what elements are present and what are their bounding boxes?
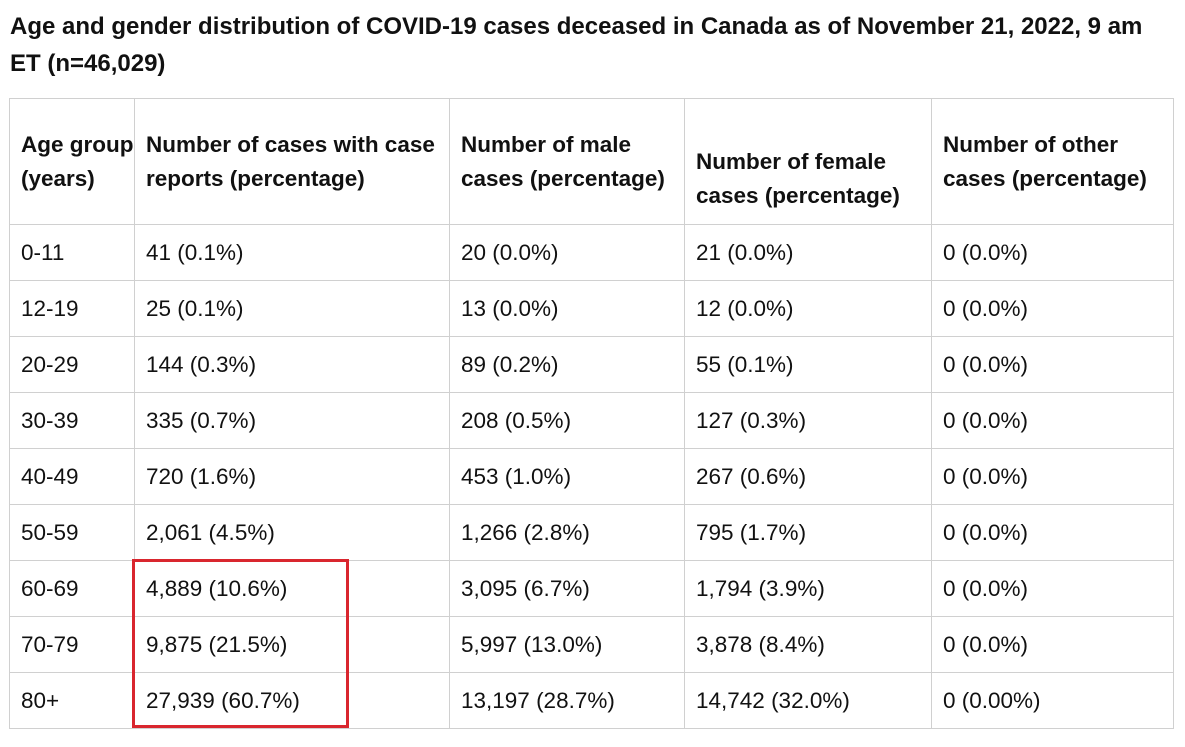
cell-male-cases: 453 (1.0%) — [449, 448, 685, 505]
header-age-group: Age group (years) — [9, 98, 135, 225]
cell-other-cases: 0 (0.0%) — [931, 392, 1174, 449]
cell-total-cases: 720 (1.6%) — [134, 448, 450, 505]
cell-age-group: 20-29 — [9, 336, 135, 393]
cell-total-cases: 4,889 (10.6%) — [134, 560, 450, 617]
header-other-cases: Number of other cases (percentage) — [931, 98, 1174, 225]
cell-female-cases: 795 (1.7%) — [684, 504, 932, 561]
cell-other-cases: 0 (0.0%) — [931, 336, 1174, 393]
cell-male-cases: 3,095 (6.7%) — [449, 560, 685, 617]
cell-age-group: 30-39 — [9, 392, 135, 449]
cell-female-cases: 14,742 (32.0%) — [684, 672, 932, 729]
cell-other-cases: 0 (0.00%) — [931, 672, 1174, 729]
cell-total-cases: 144 (0.3%) — [134, 336, 450, 393]
cell-other-cases: 0 (0.0%) — [931, 504, 1174, 561]
cell-age-group: 70-79 — [9, 616, 135, 673]
table-row: 50-59 2,061 (4.5%) 1,266 (2.8%) 795 (1.7… — [9, 504, 1174, 561]
table-row: 80+ 27,939 (60.7%) 13,197 (28.7%) 14,742… — [9, 672, 1174, 729]
table-row: 70-79 9,875 (21.5%) 5,997 (13.0%) 3,878 … — [9, 616, 1174, 673]
cell-age-group: 0-11 — [9, 224, 135, 281]
cell-age-group: 60-69 — [9, 560, 135, 617]
cell-female-cases: 267 (0.6%) — [684, 448, 932, 505]
cell-female-cases: 12 (0.0%) — [684, 280, 932, 337]
cell-total-cases: 41 (0.1%) — [134, 224, 450, 281]
cell-total-cases: 2,061 (4.5%) — [134, 504, 450, 561]
page-title: Age and gender distribution of COVID-19 … — [10, 13, 1143, 77]
cell-male-cases: 89 (0.2%) — [449, 336, 685, 393]
cell-other-cases: 0 (0.0%) — [931, 280, 1174, 337]
cell-total-cases: 9,875 (21.5%) — [134, 616, 450, 673]
table-row: 40-49 720 (1.6%) 453 (1.0%) 267 (0.6%) 0… — [9, 448, 1174, 505]
header-male-cases: Number of male cases (percentage) — [449, 98, 685, 225]
cell-male-cases: 208 (0.5%) — [449, 392, 685, 449]
cell-age-group: 50-59 — [9, 504, 135, 561]
cell-other-cases: 0 (0.0%) — [931, 616, 1174, 673]
cell-female-cases: 3,878 (8.4%) — [684, 616, 932, 673]
cell-other-cases: 0 (0.0%) — [931, 448, 1174, 505]
cell-male-cases: 5,997 (13.0%) — [449, 616, 685, 673]
cell-total-cases: 335 (0.7%) — [134, 392, 450, 449]
cell-female-cases: 127 (0.3%) — [684, 392, 932, 449]
cell-age-group: 80+ — [9, 672, 135, 729]
cell-total-cases: 25 (0.1%) — [134, 280, 450, 337]
cell-total-cases: 27,939 (60.7%) — [134, 672, 450, 729]
cell-male-cases: 1,266 (2.8%) — [449, 504, 685, 561]
cell-male-cases: 13 (0.0%) — [449, 280, 685, 337]
cell-male-cases: 20 (0.0%) — [449, 224, 685, 281]
cell-female-cases: 55 (0.1%) — [684, 336, 932, 393]
cell-female-cases: 1,794 (3.9%) — [684, 560, 932, 617]
table-row: 0-11 41 (0.1%) 20 (0.0%) 21 (0.0%) 0 (0.… — [9, 224, 1174, 281]
table-header-row: Age group (years) Number of cases with c… — [9, 98, 1174, 225]
cell-other-cases: 0 (0.0%) — [931, 560, 1174, 617]
header-total-cases: Number of cases with case reports (perce… — [134, 98, 450, 225]
cell-female-cases: 21 (0.0%) — [684, 224, 932, 281]
table-row: 60-69 4,889 (10.6%) 3,095 (6.7%) 1,794 (… — [9, 560, 1174, 617]
table-row: 20-29 144 (0.3%) 89 (0.2%) 55 (0.1%) 0 (… — [9, 336, 1174, 393]
cell-other-cases: 0 (0.0%) — [931, 224, 1174, 281]
cell-age-group: 12-19 — [9, 280, 135, 337]
cell-age-group: 40-49 — [9, 448, 135, 505]
header-female-cases: Number of female cases (percentage) — [684, 98, 932, 225]
data-table: Age group (years) Number of cases with c… — [9, 98, 1174, 729]
cell-male-cases: 13,197 (28.7%) — [449, 672, 685, 729]
table-row: 12-19 25 (0.1%) 13 (0.0%) 12 (0.0%) 0 (0… — [9, 280, 1174, 337]
table-row: 30-39 335 (0.7%) 208 (0.5%) 127 (0.3%) 0… — [9, 392, 1174, 449]
